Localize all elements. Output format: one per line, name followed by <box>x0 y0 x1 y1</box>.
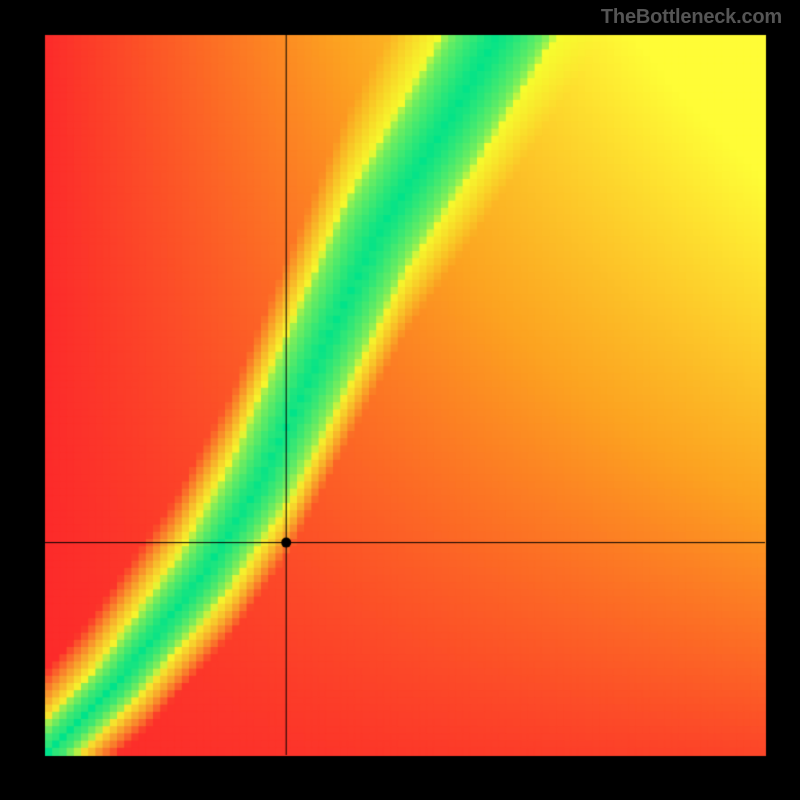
watermark-text: TheBottleneck.com <box>601 6 782 29</box>
heatmap-canvas <box>0 0 800 800</box>
chart-root: { "watermark": { "text": "TheBottleneck.… <box>0 0 800 800</box>
